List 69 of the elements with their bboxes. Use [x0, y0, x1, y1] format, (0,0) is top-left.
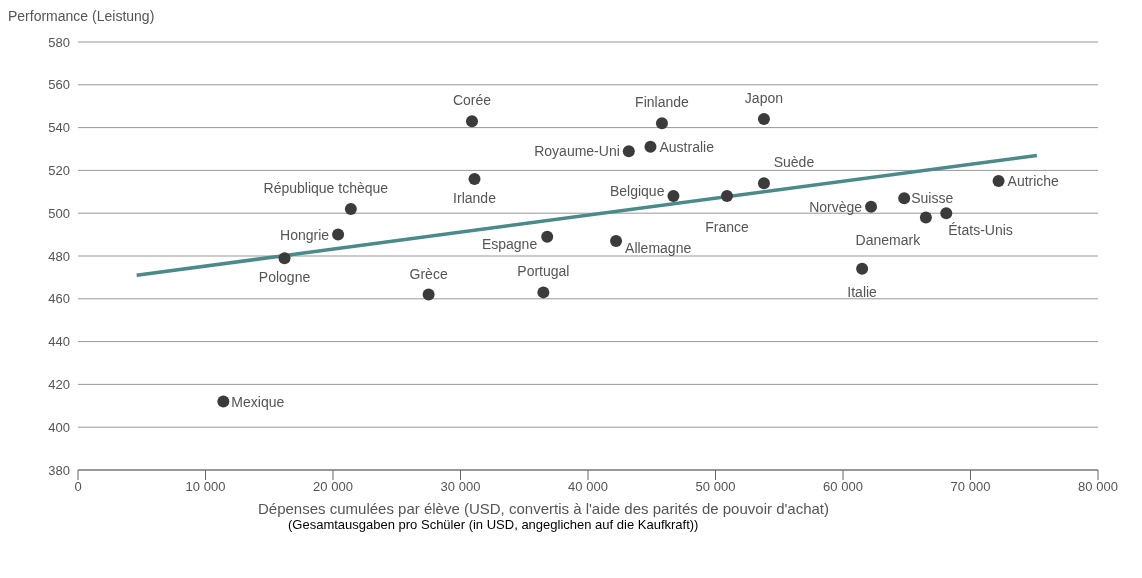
- annotation: Danemark: [855, 232, 922, 249]
- x-tick-label: 40 000: [568, 479, 608, 495]
- annotation: Allemagne: [625, 240, 692, 257]
- annotation: Royaume-Uni: [534, 143, 620, 160]
- point: [468, 172, 481, 185]
- y-axis-title: Performance (Leistung): [8, 8, 156, 26]
- text: (Gesamtausgaben pro Schüler (in USD, angeglichen auf die Kaufkraft)): [288, 517, 700, 532]
- annotation: France: [705, 219, 749, 236]
- point: [898, 192, 911, 205]
- annotation: Norvège: [809, 198, 863, 215]
- y-tick-label: 480: [48, 248, 70, 264]
- y-tick-label: 520: [48, 163, 70, 179]
- x-tick-label: 20 000: [313, 479, 353, 495]
- annotation: Suède: [773, 154, 815, 171]
- annotation: Italie: [847, 283, 878, 300]
- x-axis-title: Dépenses cumulées par élève (USD, convertis à l'aide des parités de pouvoir d'achat): [258, 500, 831, 517]
- x-tick-label: 0: [74, 479, 82, 495]
- point: [541, 230, 554, 243]
- annotation: Suisse: [911, 190, 954, 207]
- point: [344, 202, 357, 215]
- annotation: Corée: [452, 92, 492, 109]
- annotation: Belgique: [609, 183, 665, 200]
- point: [332, 228, 345, 241]
- point: [757, 113, 770, 126]
- point: [667, 190, 680, 203]
- x-tick-label: 80 000: [1078, 479, 1118, 495]
- point: [465, 115, 478, 128]
- x-tick-label: 60 000: [823, 479, 863, 495]
- y-tick-label: 440: [48, 334, 70, 350]
- annotation: Irlande: [453, 189, 497, 206]
- x-tick-label: 10 000: [185, 479, 226, 495]
- y-tick-label: 500: [48, 205, 70, 221]
- annotation: Pologne: [258, 269, 311, 286]
- y-tick-label: 560: [48, 77, 70, 93]
- point: [622, 145, 635, 158]
- point: [856, 262, 869, 275]
- point: [720, 190, 733, 203]
- point: [422, 288, 435, 301]
- y-tick-label: 380: [48, 462, 70, 478]
- y-tick-label: 400: [48, 419, 70, 435]
- x-tick-label: 50 000: [695, 479, 736, 495]
- annotation: Finlande: [635, 94, 690, 111]
- annotation: Australie: [659, 138, 715, 155]
- annotation: Mexique: [231, 393, 285, 410]
- point: [655, 117, 668, 130]
- y-tick-label: 460: [48, 291, 70, 307]
- point: [865, 200, 878, 213]
- point: [940, 207, 953, 220]
- y-tick-label: 580: [48, 34, 70, 50]
- point: [217, 395, 230, 408]
- point: [278, 252, 291, 265]
- annotation: États-Unis: [948, 222, 1013, 239]
- point: [644, 140, 657, 153]
- annotation: Espagne: [481, 235, 538, 252]
- annotation: Autriche: [1007, 173, 1060, 190]
- annotation: Hongrie: [280, 226, 330, 243]
- annotation: Portugal: [517, 263, 570, 280]
- point: [537, 286, 550, 299]
- annotation: Grèce: [409, 265, 448, 282]
- point: [610, 235, 623, 248]
- point: [757, 177, 770, 190]
- x-tick-label: 70 000: [950, 479, 991, 495]
- annotation: Japon: [744, 90, 784, 107]
- y-tick-label: 540: [48, 120, 70, 136]
- annotation: République tchèque: [263, 179, 389, 196]
- y-tick-label: 420: [48, 377, 70, 393]
- point: [992, 175, 1005, 188]
- x-tick-label: 30 000: [440, 479, 481, 495]
- point: [919, 211, 932, 224]
